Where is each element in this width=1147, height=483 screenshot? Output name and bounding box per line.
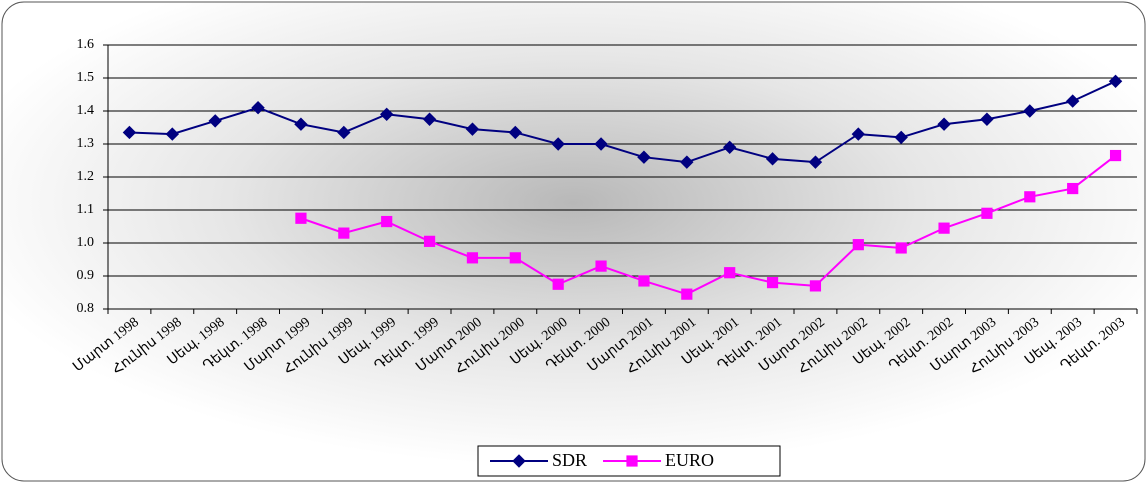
data-point — [638, 275, 650, 287]
data-point — [722, 140, 737, 155]
data-point — [1108, 74, 1123, 89]
data-point — [851, 127, 866, 141]
data-point — [338, 227, 350, 239]
y-tick-label: 0.9 — [77, 268, 95, 283]
data-point — [894, 130, 908, 145]
y-tick-label: 1.5 — [77, 70, 95, 85]
y-tick-label: 1.2 — [77, 169, 95, 184]
data-point — [465, 122, 480, 136]
data-point — [551, 137, 565, 151]
data-point — [938, 222, 950, 234]
data-point — [1067, 182, 1079, 195]
data-point — [766, 277, 779, 289]
data-point — [165, 127, 180, 141]
data-point — [765, 152, 780, 166]
data-point — [594, 137, 608, 151]
data-point — [637, 150, 651, 164]
data-point — [337, 125, 351, 140]
data-point — [595, 260, 607, 272]
data-point — [809, 280, 822, 292]
data-point — [422, 112, 437, 126]
data-point — [895, 242, 907, 254]
y-tick-label: 1.4 — [77, 103, 95, 118]
data-point — [294, 117, 308, 131]
y-tick-label: 1.0 — [77, 235, 95, 250]
data-point — [423, 235, 436, 247]
data-point — [981, 207, 993, 219]
data-point — [508, 125, 523, 140]
data-point — [937, 117, 951, 131]
data-point — [724, 267, 736, 279]
data-point — [379, 107, 394, 122]
data-point — [852, 239, 864, 251]
data-point — [980, 112, 994, 126]
y-tick-label: 1.1 — [77, 202, 95, 217]
data-point — [1065, 94, 1080, 108]
legend-label: SDR — [552, 450, 587, 470]
data-point — [1109, 149, 1122, 162]
legend-marker — [512, 454, 526, 468]
data-point — [251, 100, 265, 115]
data-point — [295, 212, 307, 224]
y-tick-label: 0.8 — [77, 301, 95, 316]
data-point — [681, 288, 693, 300]
data-point — [466, 252, 479, 264]
y-tick-label: 1.3 — [77, 136, 95, 151]
data-point — [122, 125, 137, 140]
data-point — [552, 278, 564, 290]
data-point — [509, 252, 521, 264]
data-point — [1024, 191, 1036, 203]
legend-marker — [626, 455, 638, 467]
data-point — [808, 155, 823, 169]
series-line — [300, 154, 1117, 296]
legend-label: EURO — [665, 450, 714, 470]
data-point — [208, 114, 222, 128]
y-tick-label: 1.6 — [77, 37, 95, 52]
data-point — [680, 155, 694, 169]
series-line — [129, 80, 1116, 164]
data-point — [381, 215, 393, 228]
data-point — [1023, 104, 1037, 118]
